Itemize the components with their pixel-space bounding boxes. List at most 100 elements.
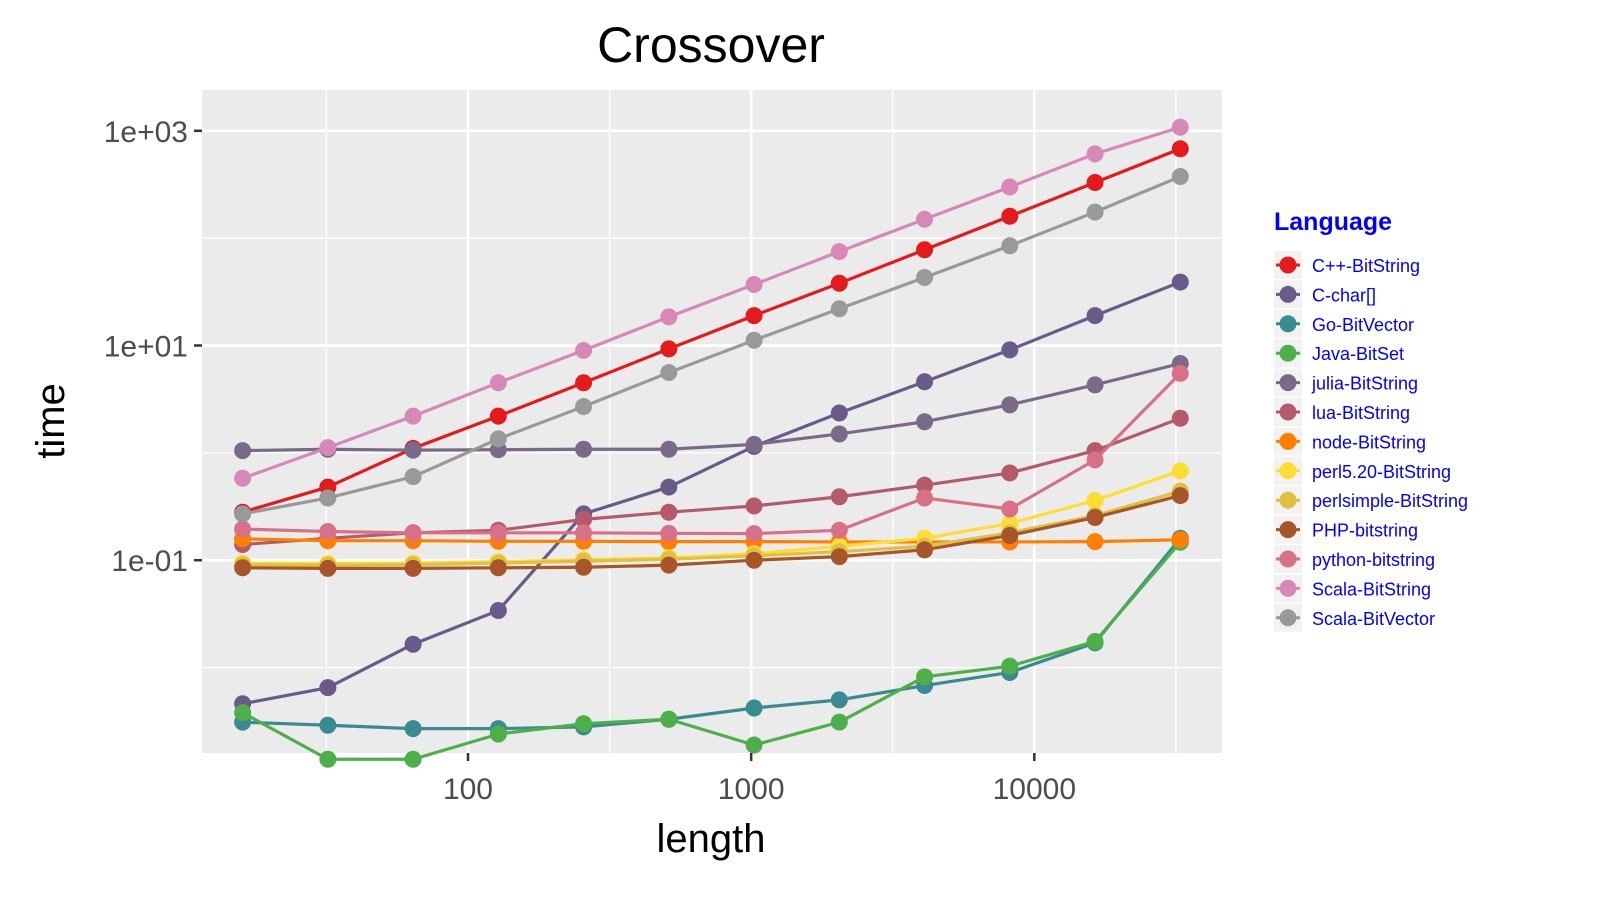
data-point-julia-bitstring bbox=[830, 425, 848, 443]
data-point-perl5-20-bitstring bbox=[1086, 491, 1104, 509]
series-scala-bitvector bbox=[234, 168, 1189, 523]
legend-label: Scala-BitString bbox=[1312, 579, 1431, 599]
data-point-java-bitset bbox=[830, 713, 848, 731]
data-point-python-bitstring bbox=[660, 524, 678, 542]
chart-title: Crossover bbox=[597, 17, 825, 73]
data-point-java-bitset bbox=[660, 710, 678, 728]
y-tick-label: 1e+03 bbox=[104, 116, 188, 149]
data-point-go-bitvector bbox=[745, 699, 763, 717]
data-point-scala-bitstring bbox=[830, 243, 848, 261]
x-tick-label: 100 bbox=[443, 773, 493, 806]
data-point-python-bitstring bbox=[745, 525, 763, 543]
data-point-c-bitstring bbox=[1001, 207, 1019, 225]
series-line-php-bitstring bbox=[242, 494, 1181, 570]
legend-key-point bbox=[1279, 432, 1297, 450]
legend-key-point bbox=[1279, 403, 1297, 421]
x-tick-label: 10000 bbox=[993, 773, 1076, 806]
legend-key-point bbox=[1279, 521, 1297, 539]
data-point-java-bitset bbox=[234, 704, 252, 722]
data-point-go-bitvector bbox=[830, 691, 848, 709]
data-point-lua-bitstring bbox=[745, 497, 763, 515]
data-point-python-bitstring bbox=[1171, 364, 1189, 382]
legend-key-point bbox=[1279, 285, 1297, 303]
data-point-go-bitvector bbox=[404, 720, 422, 738]
data-point-c-char bbox=[1001, 341, 1019, 359]
legend-key-point bbox=[1279, 609, 1297, 627]
legend-label: perlsimple-BitString bbox=[1312, 491, 1468, 511]
legend-key-point bbox=[1279, 315, 1297, 333]
series-line-scala-bitstring bbox=[242, 125, 1181, 480]
data-point-lua-bitstring bbox=[1171, 409, 1189, 427]
data-point-scala-bitstring bbox=[489, 374, 507, 392]
data-point-php-bitstring bbox=[404, 559, 422, 577]
legend-item-c-char: C-char[] bbox=[1274, 280, 1376, 309]
data-point-php-bitstring bbox=[660, 556, 678, 574]
series-line-julia-bitstring bbox=[242, 361, 1181, 453]
data-point-scala-bitvector bbox=[1171, 168, 1189, 186]
data-point-php-bitstring bbox=[745, 551, 763, 569]
series-python-bitstring bbox=[234, 364, 1189, 543]
data-point-scala-bitvector bbox=[1001, 237, 1019, 255]
legend-label: perl5.20-BitString bbox=[1312, 462, 1451, 482]
legend-title: Language bbox=[1274, 208, 1392, 236]
legend-key-point bbox=[1279, 374, 1297, 392]
series-line-c-char bbox=[242, 280, 1181, 706]
data-point-php-bitstring bbox=[234, 559, 252, 577]
legend-key-point bbox=[1279, 550, 1297, 568]
data-point-c-char bbox=[916, 373, 934, 391]
data-point-c-bitstring bbox=[916, 241, 934, 259]
data-point-c-bitstring bbox=[575, 374, 593, 392]
data-point-scala-bitvector bbox=[745, 331, 763, 349]
data-point-python-bitstring bbox=[830, 521, 848, 539]
data-point-scala-bitvector bbox=[489, 430, 507, 448]
legend: Language C++-BitString C-char[] Go-BitVect… bbox=[1274, 208, 1468, 632]
data-point-python-bitstring bbox=[1086, 451, 1104, 469]
legend-item-julia-bitstring: julia-BitString bbox=[1274, 368, 1418, 397]
data-point-c-bitstring bbox=[660, 340, 678, 358]
data-point-julia-bitstring bbox=[234, 442, 252, 460]
series-line-python-bitstring bbox=[242, 372, 1182, 536]
data-point-php-bitstring bbox=[489, 559, 507, 577]
data-point-python-bitstring bbox=[916, 489, 934, 507]
series-java-bitset bbox=[234, 533, 1189, 768]
legend-item-php-bitstring: PHP-bitstring bbox=[1274, 515, 1418, 544]
data-point-scala-bitvector bbox=[575, 398, 593, 416]
legend-item-lua-bitstring: lua-BitString bbox=[1274, 398, 1410, 426]
data-point-python-bitstring bbox=[319, 523, 337, 541]
major-gridlines bbox=[202, 90, 1222, 753]
data-point-scala-bitvector bbox=[660, 364, 678, 382]
data-point-lua-bitstring bbox=[660, 503, 678, 521]
data-point-c-char bbox=[319, 679, 337, 697]
series-line-node-bitstring bbox=[242, 537, 1181, 544]
data-point-php-bitstring bbox=[319, 559, 337, 577]
data-point-scala-bitstring bbox=[1086, 145, 1104, 163]
x-axis-title: length bbox=[657, 817, 766, 861]
data-point-python-bitstring bbox=[489, 524, 507, 542]
data-point-scala-bitstring bbox=[404, 407, 422, 425]
data-point-julia-bitstring bbox=[745, 435, 763, 453]
legend-key-point bbox=[1279, 256, 1297, 274]
legend-key-point bbox=[1279, 344, 1297, 362]
data-point-scala-bitstring bbox=[916, 210, 934, 228]
data-point-python-bitstring bbox=[575, 524, 593, 542]
legend-item-go-bitvector: Go-BitVector bbox=[1274, 309, 1414, 338]
data-point-java-bitset bbox=[1086, 632, 1104, 650]
y-tick-label: 1e-01 bbox=[111, 545, 188, 578]
data-point-node-bitstring bbox=[1171, 531, 1189, 549]
data-point-julia-bitstring bbox=[575, 440, 593, 458]
data-point-python-bitstring bbox=[404, 524, 422, 542]
axes: 100 1000 10000 1e-01 1e+01 1e+03 bbox=[104, 116, 1076, 806]
data-point-scala-bitstring bbox=[319, 439, 337, 457]
legend-key-point bbox=[1279, 579, 1297, 597]
series-layer bbox=[234, 118, 1189, 768]
legend-label: PHP-bitstring bbox=[1312, 521, 1418, 541]
series-line-c-bitstring bbox=[242, 147, 1181, 514]
legend-label: Go-BitVector bbox=[1312, 315, 1414, 335]
series-scala-bitstring bbox=[234, 118, 1189, 487]
data-point-c-char bbox=[1171, 273, 1189, 291]
data-point-julia-bitstring bbox=[1086, 376, 1104, 394]
data-point-c-bitstring bbox=[745, 307, 763, 325]
legend-label: C++-BitString bbox=[1312, 256, 1420, 276]
data-point-c-char bbox=[489, 602, 507, 620]
data-point-julia-bitstring bbox=[916, 413, 934, 431]
